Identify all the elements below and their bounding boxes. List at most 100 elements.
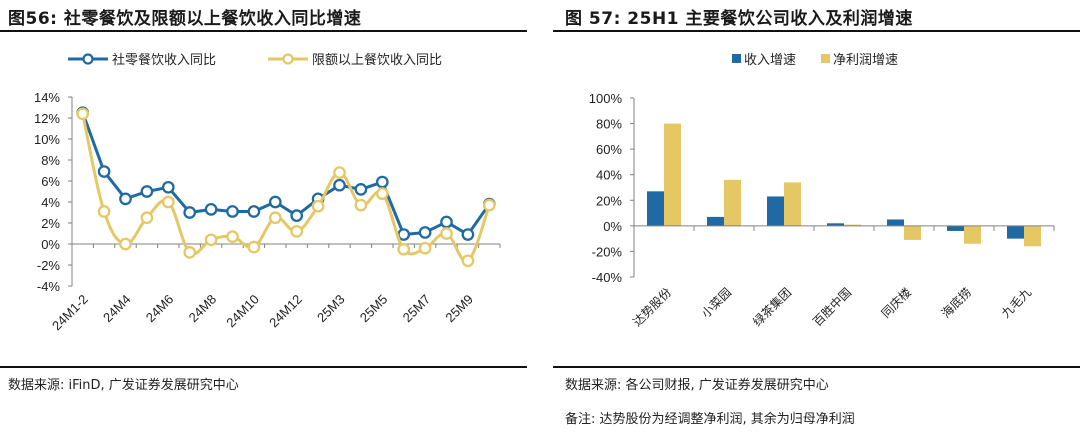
data-point-yellow <box>397 242 411 256</box>
x-tick-label: 24M12 <box>266 292 305 331</box>
left-figure-title: 图56: 社零餐饮及限额以上餐饮收入同比增速 <box>8 9 362 29</box>
left-figure-panel: 图56: 社零餐饮及限额以上餐饮收入同比增速 社零餐饮收入同比 限额以上餐饮收入同… <box>0 0 527 435</box>
y-tick-label: -20% <box>592 244 623 259</box>
x-tick-label: 25M7 <box>400 292 434 326</box>
legend-label: 社零餐饮收入同比 <box>112 52 216 68</box>
data-point-yellow <box>354 198 368 212</box>
y-tick-label: 0% <box>41 237 60 252</box>
right-source-note: 数据来源: 各公司财报, 广发证券发展研究中心 <box>565 378 829 393</box>
data-point-blue <box>161 180 175 194</box>
y-tick-label: -40% <box>592 270 623 285</box>
data-point-blue <box>247 205 261 218</box>
bar-chart: 收入增速 净利润增速 100% 80% 60% 40% 20% 0% -20% -40% 达势股份小… <box>589 53 1055 330</box>
bar-net-profit <box>964 225 981 244</box>
x-tick-label: 达势股份 <box>630 285 674 329</box>
data-point-yellow <box>333 166 346 179</box>
data-point-yellow <box>290 225 304 238</box>
data-point-blue <box>183 206 197 219</box>
y-tick-label: 60% <box>596 142 622 157</box>
left-source-note: 数据来源: iFinD, 广发证券发展研究中心 <box>8 378 239 393</box>
right-remark-note: 备注: 达势股份为经调整净利润, 其余为归母净利润 <box>565 412 855 427</box>
y-tick-label: 0% <box>603 219 622 234</box>
data-point-yellow <box>76 107 90 121</box>
legend-label: 净利润增速 <box>833 53 898 68</box>
x-tick-label: 海底捞 <box>938 285 974 321</box>
x-tick-label: 九毛九 <box>999 285 1034 320</box>
data-point-blue <box>375 175 389 189</box>
bar-revenue <box>947 225 964 231</box>
bar-revenue <box>827 223 844 226</box>
y-tick-label: 12% <box>34 111 60 126</box>
data-point-yellow <box>375 187 389 200</box>
y-tick-label: 4% <box>41 195 60 210</box>
data-point-blue <box>268 195 282 209</box>
bar-revenue <box>767 196 784 226</box>
x-tick-label: 24M4 <box>100 292 134 326</box>
left-bottom-rule <box>0 366 527 368</box>
data-point-yellow <box>247 240 261 254</box>
legend-label: 限额以上餐饮收入同比 <box>312 52 442 68</box>
right-title-rule <box>553 30 1080 32</box>
data-point-blue <box>461 228 475 241</box>
data-point-yellow <box>482 198 496 212</box>
bar-net-profit <box>844 224 861 226</box>
data-point-blue <box>119 192 132 206</box>
bar-revenue <box>887 219 904 226</box>
legend-marker-blue <box>82 53 94 65</box>
y-tick-label: 2% <box>41 216 60 231</box>
data-point-yellow <box>418 241 432 255</box>
data-point-blue <box>97 165 111 178</box>
x-tick-label: 同庆楼 <box>878 285 914 321</box>
bar-net-profit <box>724 179 741 226</box>
data-point-blue <box>354 183 368 196</box>
data-point-blue <box>290 209 304 222</box>
bar-net-profit <box>904 225 921 240</box>
data-point-yellow <box>461 254 475 268</box>
x-tick-label: 24M6 <box>143 292 177 326</box>
data-point-blue <box>204 203 218 216</box>
data-point-blue <box>333 178 346 192</box>
x-tick-label: 24M10 <box>223 292 262 331</box>
y-tick-label: 10% <box>34 132 60 147</box>
left-title-rule <box>0 30 527 32</box>
data-point-yellow <box>311 199 325 213</box>
legend-swatch-yellow <box>821 54 830 63</box>
data-point-blue <box>226 205 239 218</box>
legend-label: 收入增速 <box>744 53 796 68</box>
data-point-yellow <box>97 205 111 218</box>
legend-marker-yellow <box>282 53 294 65</box>
y-tick-label: 80% <box>596 117 622 132</box>
data-point-yellow <box>268 211 282 225</box>
y-tick-label: 8% <box>41 153 60 168</box>
data-point-yellow <box>161 195 175 209</box>
x-tick-label: 25M5 <box>357 292 391 326</box>
y-tick-label: -2% <box>37 258 61 273</box>
data-point-yellow <box>183 246 197 259</box>
x-tick-label: 25M3 <box>314 292 348 326</box>
x-tick-label: 百胜中国 <box>810 285 855 330</box>
y-tick-label: 6% <box>41 174 60 189</box>
data-point-blue <box>418 226 432 239</box>
data-point-blue <box>440 215 453 229</box>
legend-swatch-blue <box>732 54 741 63</box>
data-point-yellow <box>140 211 154 225</box>
right-figure-panel: 图 57: 25H1 主要餐饮公司收入及利润增速 收入增速 净利润增速 100% 80… <box>553 0 1080 435</box>
bar-net-profit <box>1024 225 1041 247</box>
right-figure-title: 图 57: 25H1 主要餐饮公司收入及利润增速 <box>565 9 913 29</box>
x-tick-label: 绿茶集团 <box>750 285 795 330</box>
bar-net-profit <box>784 182 801 226</box>
y-tick-label: 40% <box>596 168 622 183</box>
x-tick-label: 25M9 <box>442 292 476 326</box>
bar-revenue <box>1007 225 1024 239</box>
data-point-blue <box>140 185 154 198</box>
x-tick-label: 小菜园 <box>699 285 734 320</box>
data-point-yellow <box>204 233 218 247</box>
x-tick-label: 24M1-2 <box>49 292 91 334</box>
bar-net-profit <box>664 123 681 226</box>
data-point-yellow <box>440 227 453 240</box>
right-bottom-rule <box>553 366 1080 368</box>
x-tick-label: 24M8 <box>186 292 220 326</box>
data-point-yellow <box>226 230 239 243</box>
line-chart: 社零餐饮收入同比 限额以上餐饮收入同比 14% 12% 10% 8% 6% 4% 2% 0% -2%… <box>34 52 501 334</box>
y-tick-label: 20% <box>596 193 622 208</box>
